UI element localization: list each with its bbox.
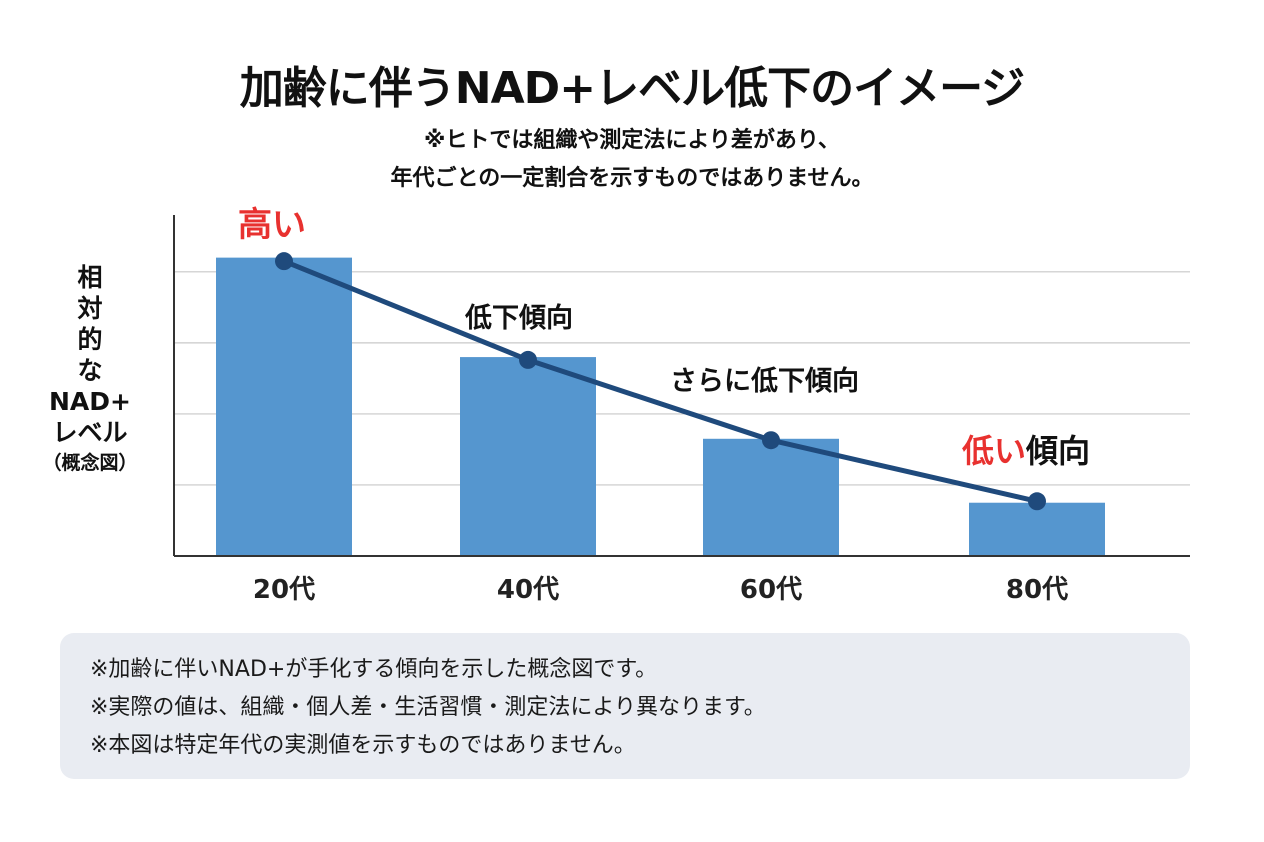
subtitle-line-1: ※ヒトでは組織や測定法により差があり、 [423, 128, 841, 153]
x-tick-label: 20代 [253, 575, 315, 605]
bar-60代 [703, 438, 839, 556]
bar-40代 [460, 357, 596, 556]
annotation-high: 高い [238, 205, 306, 245]
note-2: ※実際の値は、組織・個人差・生活習慣・測定法により異なります。 [90, 695, 766, 720]
x-tick-label: 80代 [1006, 575, 1068, 605]
bar-80代 [969, 502, 1105, 556]
x-tick-label: 60代 [740, 575, 802, 605]
annotation-low: 低い傾向 [962, 432, 1090, 470]
notes-box: ※加齢に伴いNAD+が手化する傾向を示した概念図です。 ※実際の値は、組織・個人… [60, 633, 1190, 779]
chart-title: 加齢に伴うNAD+レベル低下のイメージ [239, 63, 1025, 114]
note-1: ※加齢に伴いNAD+が手化する傾向を示した概念図です。 [90, 657, 658, 682]
bar-20代 [216, 257, 352, 556]
trend-point [519, 350, 537, 369]
trend-line [283, 258, 1038, 504]
trend-point [275, 252, 293, 271]
subtitle-line-2: 年代ごとの一定割合を示すものではありません。 [390, 166, 874, 191]
trend-point [762, 431, 780, 450]
ylabel-char: （概念図） [42, 452, 138, 474]
x-tick-label: 40代 [497, 575, 559, 605]
ylabel-char: 対 [77, 294, 103, 323]
annotation-further-declining: さらに低下傾向 [670, 365, 859, 397]
y-axis-label: 相 対 的 な NAD+ レベル （概念図） [30, 262, 150, 479]
ylabel-char: NAD+ [49, 387, 131, 416]
trend-point [1028, 492, 1046, 511]
note-3: ※本図は特定年代の実測値を示すものではありません。 [90, 733, 636, 758]
ylabel-char: レベル [52, 418, 128, 447]
ylabel-char: 相 [77, 263, 103, 292]
ylabel-char: 的 [77, 325, 103, 354]
annotation-declining: 低下傾向 [464, 302, 573, 334]
ylabel-char: な [77, 356, 103, 385]
